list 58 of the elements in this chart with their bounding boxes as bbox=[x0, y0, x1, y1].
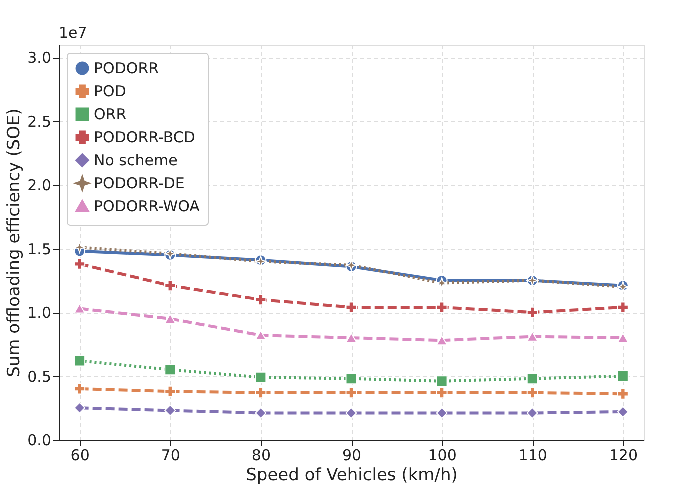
y-tick-label: 1.0 bbox=[28, 304, 52, 322]
x-tick-label: 120 bbox=[609, 446, 638, 464]
point bbox=[255, 294, 267, 306]
point bbox=[526, 306, 538, 318]
point bbox=[164, 314, 176, 324]
point bbox=[526, 332, 538, 342]
point bbox=[164, 364, 176, 376]
point bbox=[164, 386, 176, 398]
point bbox=[164, 404, 176, 416]
legend-label: ORR bbox=[94, 106, 127, 124]
point bbox=[74, 402, 86, 414]
point bbox=[346, 333, 358, 344]
x-tick-label: 110 bbox=[518, 446, 548, 464]
y-tick-label: 2.0 bbox=[28, 176, 52, 195]
point bbox=[617, 302, 629, 314]
point bbox=[74, 383, 86, 395]
point bbox=[74, 304, 86, 314]
x-tick-label: 100 bbox=[428, 446, 457, 464]
y-tick-label: 3.0 bbox=[28, 49, 52, 68]
y-tick-label: 1.5 bbox=[28, 240, 52, 258]
x-tick-label: 60 bbox=[70, 446, 90, 464]
y-tick-label: 2.5 bbox=[28, 112, 52, 131]
point bbox=[346, 373, 358, 385]
point bbox=[74, 355, 86, 367]
point bbox=[617, 406, 629, 418]
point bbox=[436, 376, 448, 388]
y-tick-label: 0.5 bbox=[28, 368, 52, 386]
point bbox=[436, 336, 448, 346]
point bbox=[526, 387, 538, 399]
point bbox=[74, 258, 86, 270]
point bbox=[346, 302, 358, 314]
legend-label: POD bbox=[94, 82, 126, 100]
point bbox=[436, 408, 448, 419]
point bbox=[346, 387, 358, 399]
point bbox=[617, 388, 629, 400]
legend-label: PODORR-BCD bbox=[94, 128, 196, 146]
legend-label: PODORR-DE bbox=[94, 174, 185, 192]
x-axis-title: Speed of Vehicles (km/h) bbox=[246, 466, 458, 486]
legend-label: PODORR bbox=[94, 60, 160, 78]
x-tick-label: 90 bbox=[342, 446, 362, 464]
point bbox=[255, 408, 267, 419]
point bbox=[617, 333, 629, 344]
point bbox=[346, 408, 358, 419]
point bbox=[526, 408, 538, 419]
y-tick-label: 0.0 bbox=[28, 432, 52, 450]
point bbox=[617, 370, 629, 382]
y-axis-title: Sum offloading efficiency (SOE) bbox=[4, 108, 25, 378]
point bbox=[436, 387, 448, 399]
x-tick-label: 80 bbox=[252, 446, 271, 464]
x-tick-label: 70 bbox=[161, 446, 180, 464]
point bbox=[164, 280, 176, 292]
point bbox=[526, 373, 538, 385]
legend-label: No scheme bbox=[94, 152, 178, 170]
text: 1e7 bbox=[59, 24, 88, 42]
point bbox=[255, 372, 267, 384]
point bbox=[436, 302, 448, 314]
legend-label: PODORR-WOA bbox=[94, 198, 201, 216]
point bbox=[255, 387, 267, 399]
